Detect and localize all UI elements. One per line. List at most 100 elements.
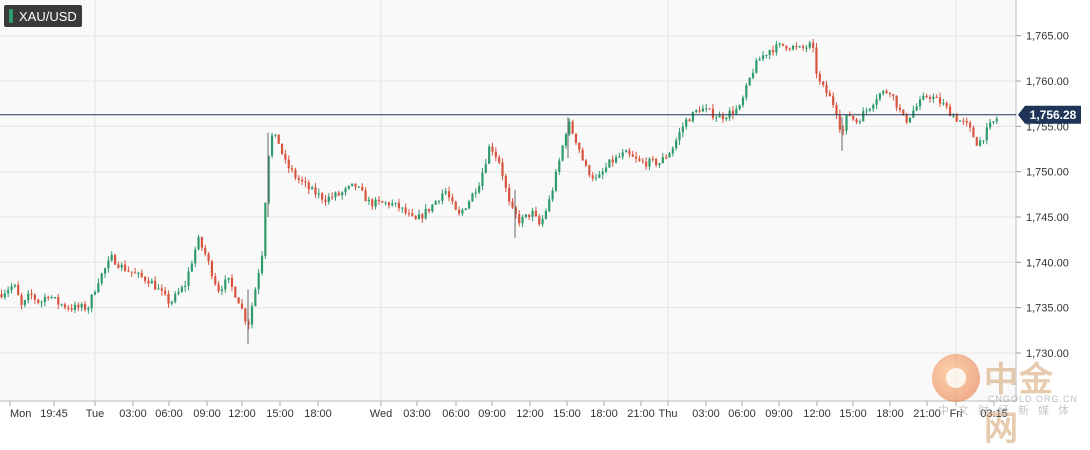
candle-up <box>748 77 751 86</box>
candle-up <box>327 196 330 202</box>
x-tick-label: 12:00 <box>803 408 831 420</box>
candle-up <box>80 304 83 308</box>
candle-down <box>641 160 644 162</box>
candle-up <box>915 106 918 111</box>
x-tick-label: 21:00 <box>627 408 655 420</box>
candle-up <box>761 55 765 60</box>
candle-up <box>621 152 624 157</box>
candle-down <box>397 202 401 209</box>
candle-down <box>364 190 367 202</box>
candle-up <box>648 158 651 167</box>
candle-down <box>955 115 958 122</box>
candle-down <box>494 151 497 158</box>
candle-down <box>404 207 407 214</box>
candle-up <box>260 255 264 274</box>
candle-down <box>581 149 584 161</box>
candle-down <box>938 97 942 104</box>
candle-up <box>103 268 107 274</box>
y-tick-label: 1,750.00 <box>1026 167 1069 179</box>
candle-up <box>695 110 698 112</box>
candle-down <box>825 84 828 94</box>
candle-up <box>554 171 558 191</box>
y-tick-label: 1,765.00 <box>1026 31 1069 43</box>
candle-down <box>17 284 20 296</box>
x-tick-label: 12:00 <box>228 408 256 420</box>
candle-up <box>524 214 527 218</box>
candle-up <box>942 103 945 105</box>
candle-up <box>384 202 387 204</box>
candle-down <box>210 261 214 277</box>
candle-down <box>144 276 147 281</box>
candle-up <box>544 210 548 219</box>
candle-up <box>40 301 43 303</box>
candle-up <box>177 291 180 294</box>
candle-up <box>484 163 487 173</box>
candle-down <box>381 201 384 203</box>
candle-up <box>624 150 628 153</box>
symbol-label: XAU/USD <box>19 8 77 24</box>
candle-down <box>134 272 137 274</box>
candle-up <box>227 277 230 280</box>
candle-down <box>337 192 340 196</box>
candle-down <box>240 303 244 309</box>
candle-down <box>247 321 250 325</box>
x-tick-label: 18:00 <box>304 408 332 420</box>
candle-down <box>771 50 775 53</box>
x-tick-label: 21:00 <box>913 408 941 420</box>
candle-up <box>738 105 741 109</box>
plot-background <box>0 0 1016 401</box>
candle-down <box>244 308 247 322</box>
candle-down <box>321 193 324 200</box>
x-tick-label: 15:00 <box>266 408 294 420</box>
candle-up <box>190 263 193 272</box>
candle-down <box>217 284 220 292</box>
candle-down <box>511 201 514 208</box>
candle-down <box>277 134 280 144</box>
candle-down <box>508 187 511 202</box>
candle-down <box>421 214 424 219</box>
candle-up <box>671 148 674 154</box>
candle-down <box>628 150 631 155</box>
candle-up <box>184 285 187 287</box>
candle-down <box>70 308 73 310</box>
candle-up <box>424 208 427 219</box>
candle-down <box>838 114 841 130</box>
candle-down <box>37 299 40 303</box>
candle-down <box>785 45 788 49</box>
x-tick-label: Mon <box>10 408 31 420</box>
candle-down <box>501 162 504 176</box>
candle-down <box>498 157 501 163</box>
candle-down <box>574 133 578 143</box>
candle-up <box>170 301 173 304</box>
candle-down <box>67 307 70 309</box>
candle-up <box>918 99 922 107</box>
candle-down <box>314 187 317 195</box>
y-tick-label: 1,745.00 <box>1026 212 1069 224</box>
candle-down <box>892 94 895 96</box>
candle-up <box>908 117 912 123</box>
candle-down <box>280 143 284 154</box>
candle-down <box>113 254 117 265</box>
x-tick-label: 03:15 <box>980 408 1008 420</box>
candle-up <box>701 108 704 112</box>
y-tick-label: 1,755.00 <box>1026 121 1069 133</box>
candle-down <box>905 114 908 123</box>
candle-up <box>675 140 678 149</box>
candle-up <box>798 46 801 48</box>
candle-down <box>447 191 451 198</box>
candle-up <box>741 97 745 106</box>
candle-up <box>594 177 598 179</box>
price-chart: 1,730.00 1,735.00 1,740.00 1,745.00 1,750.00… <box>0 0 1081 420</box>
candle-up <box>3 293 6 298</box>
candle-down <box>164 290 167 294</box>
candle-up <box>845 114 848 131</box>
candle-up <box>958 120 962 122</box>
candle-up <box>53 297 57 299</box>
candle-up <box>564 134 568 146</box>
symbol-badge[interactable]: XAU/USD <box>4 5 82 27</box>
symbol-color-marker <box>9 9 13 23</box>
candle-down <box>361 186 364 191</box>
candle-up <box>43 297 47 302</box>
candle-down <box>200 237 203 248</box>
candle-up <box>985 127 988 141</box>
